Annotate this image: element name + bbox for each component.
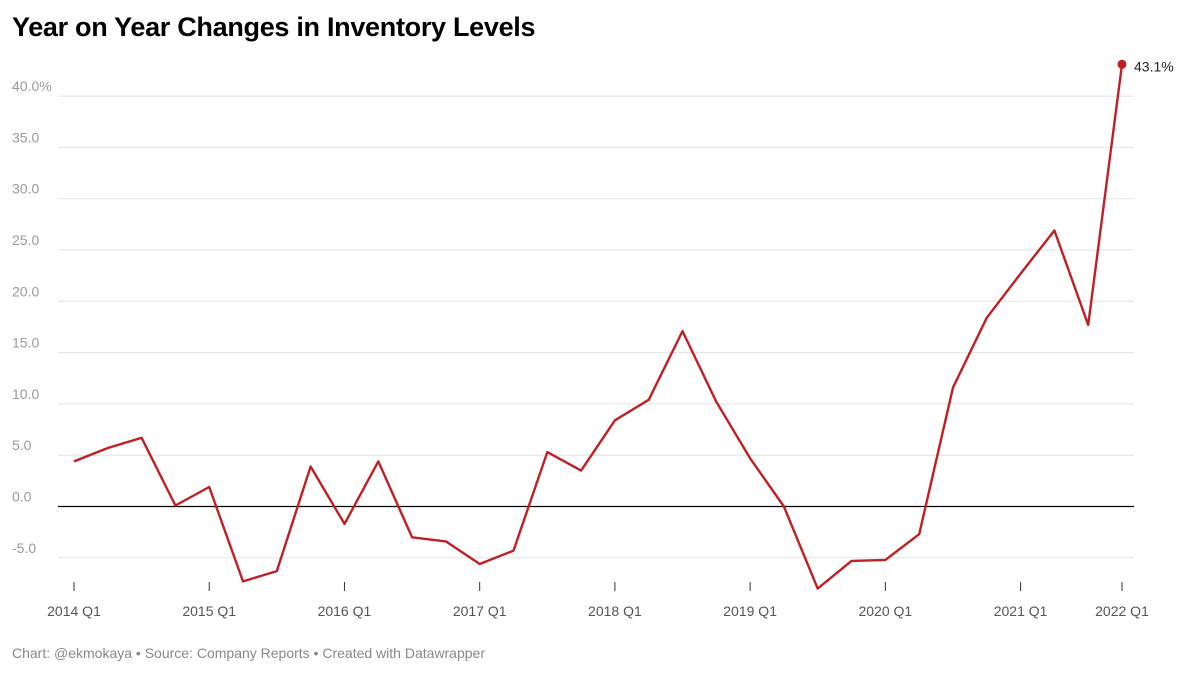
x-tick-label: 2018 Q1 (588, 603, 642, 619)
x-tick-label: 2017 Q1 (453, 603, 507, 619)
y-tick-label: 25.0 (12, 232, 39, 248)
end-value-label: 43.1% (1134, 58, 1174, 74)
y-tick-label: 30.0 (12, 181, 39, 197)
y-axis-ticks: -5.0 0.0 5.0 10.0 15.0 20.0 25.0 30.0 35.0 40.0% (12, 78, 52, 556)
y-tick-label: 20.0 (12, 283, 39, 299)
y-tick-label: 15.0 (12, 335, 39, 351)
x-tick-label: 2016 Q1 (318, 603, 372, 619)
x-tick-label: 2020 Q1 (858, 603, 912, 619)
x-tick-label: 2021 Q1 (994, 603, 1048, 619)
x-tick-label: 2015 Q1 (182, 603, 236, 619)
y-tick-label: -5.0 (12, 540, 36, 556)
chart-title: Year on Year Changes in Inventory Levels (12, 12, 536, 42)
line-chart: -5.00.05.010.015.020.025.030.035.040.0% … (12, 58, 1174, 619)
x-tick-label: 2014 Q1 (47, 603, 101, 619)
y-tick-label: 10.0 (12, 386, 39, 402)
x-tick-label: 2019 Q1 (723, 603, 777, 619)
series-layer: 43.1% (73, 58, 1174, 590)
gridlines (58, 95, 1134, 559)
y-tick-label: 40.0% (12, 78, 52, 94)
x-tick-label: 2022 Q1 (1095, 603, 1149, 619)
end-point-marker (1117, 59, 1127, 69)
series-line (73, 64, 1124, 590)
chart-footer: Chart: @ekmokaya • Source: Company Repor… (12, 645, 485, 661)
y-tick-label: 5.0 (12, 437, 32, 453)
x-axis-ticks: 2014 Q1 2015 Q1 2016 Q1 2017 Q1 2018 Q1 2019 … (47, 582, 1149, 619)
y-tick-label: 0.0 (12, 489, 32, 505)
y-tick-label: 35.0 (12, 129, 39, 145)
